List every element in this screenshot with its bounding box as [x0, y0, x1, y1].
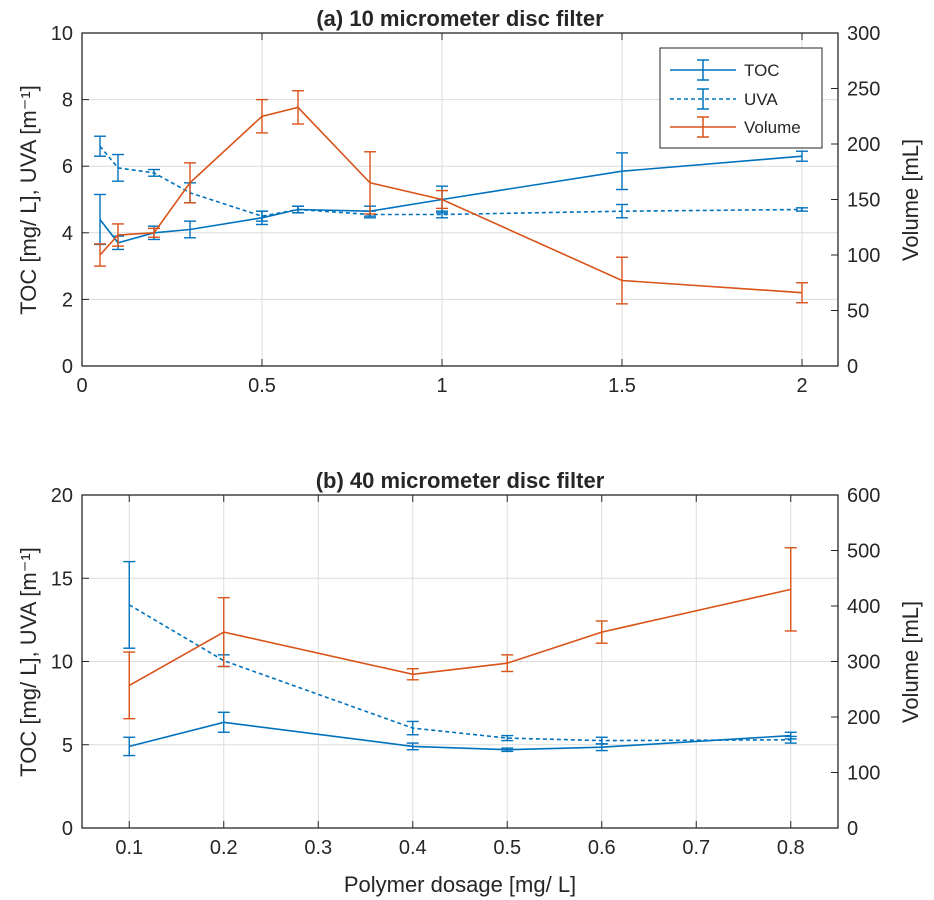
y-left-tick-label: 20: [51, 485, 73, 507]
y-right-tick-label: 100: [847, 245, 880, 267]
panel-b: (b) 40 micrometer disc filter TOC [mg/ L…: [16, 468, 923, 897]
x-axis-label: Polymer dosage [mg/ L]: [344, 872, 576, 897]
x-tick-label: 0.8: [777, 837, 805, 859]
panel-b-title: (b) 40 micrometer disc filter: [316, 468, 605, 493]
x-tick-label: 0.4: [399, 837, 427, 859]
panel-b-y-left-label: TOC [mg/ L], UVA [m⁻¹]: [16, 547, 41, 777]
y-right-tick-label: 0: [847, 356, 858, 378]
y-left-tick-label: 4: [62, 223, 73, 245]
y-right-tick-label: 300: [847, 652, 880, 674]
y-left-tick-label: 10: [51, 23, 73, 45]
panel-a-legend: TOC UVA Volume: [659, 47, 823, 149]
panel-a-y-left-label: TOC [mg/ L], UVA [m⁻¹]: [16, 85, 41, 315]
y-left-tick-label: 5: [62, 735, 73, 757]
panel-a-y-right-label: Volume [mL]: [898, 139, 923, 261]
panel-b-marks: [123, 547, 797, 757]
y-right-tick-label: 250: [847, 79, 880, 101]
legend-box: [659, 47, 823, 149]
y-right-tick-label: 0: [847, 818, 858, 840]
y-right-tick-label: 200: [847, 707, 880, 729]
x-tick-label: 0.2: [210, 837, 238, 859]
x-tick-label: 1: [436, 375, 447, 397]
x-tick-label: 0.6: [588, 837, 616, 859]
x-tick-label: 2: [796, 375, 807, 397]
y-right-tick-label: 100: [847, 763, 880, 785]
y-left-tick-label: 2: [62, 289, 73, 311]
y-left-tick-label: 10: [51, 652, 73, 674]
y-right-tick-label: 50: [847, 301, 869, 323]
y-right-tick-label: 300: [847, 23, 880, 45]
uva-series-line: [99, 145, 803, 218]
panel-a-marks: [94, 90, 808, 305]
legend-volume-label: Volume: [744, 118, 801, 137]
y-right-tick-label: 600: [847, 485, 880, 507]
panel-a-title: (a) 10 micrometer disc filter: [316, 6, 604, 31]
x-tick-label: 0.5: [493, 837, 521, 859]
y-left-tick-label: 6: [62, 156, 73, 178]
x-tick-label: 0.7: [682, 837, 710, 859]
legend-uva-label: UVA: [744, 90, 778, 109]
panel-a: (a) 10 micrometer disc filter TOC [mg/ L…: [16, 6, 923, 397]
y-right-tick-label: 150: [847, 190, 880, 212]
y-right-tick-label: 500: [847, 541, 880, 563]
volume-series-line: [128, 588, 791, 687]
toc-series-line: [129, 721, 791, 751]
volume-series-line: [99, 106, 803, 294]
x-tick-label: 0: [76, 375, 87, 397]
x-tick-label: 1.5: [608, 375, 636, 397]
y-left-tick-label: 15: [51, 568, 73, 590]
y-left-tick-label: 8: [62, 90, 73, 112]
y-right-tick-label: 400: [847, 596, 880, 618]
x-tick-label: 0.1: [115, 837, 143, 859]
y-right-tick-label: 200: [847, 134, 880, 156]
x-tick-label: 0.3: [304, 837, 332, 859]
uva-series-line: [128, 604, 791, 742]
y-left-tick-label: 0: [62, 356, 73, 378]
panel-b-grid: [82, 494, 838, 829]
y-left-tick-label: 0: [62, 818, 73, 840]
x-tick-label: 0.5: [248, 375, 276, 397]
panel-b-y-right-label: Volume [mL]: [898, 601, 923, 723]
legend-toc-label: TOC: [744, 61, 780, 80]
panel-b-ticks: 0.1 0.2 0.3 0.4 0.5 0.6 0.7 0.80510152001002003…: [51, 485, 881, 859]
